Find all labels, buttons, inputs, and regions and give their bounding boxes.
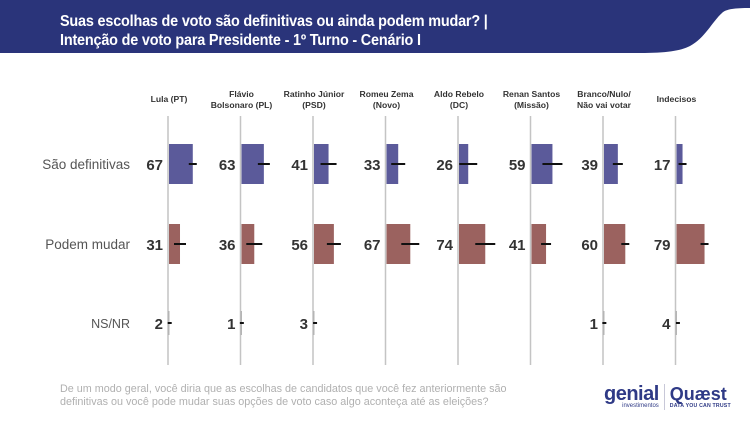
survey-question: De um modo geral, você diria que as esco… xyxy=(60,383,507,408)
data-label: 2 xyxy=(155,316,163,333)
header-band xyxy=(0,0,750,53)
logo-divider xyxy=(663,384,665,410)
column-header: Indecisos xyxy=(657,94,697,104)
column-header: (PSD) xyxy=(302,100,326,110)
column-header: Aldo Rebelo xyxy=(434,89,484,99)
column-header: Romeu Zema xyxy=(360,89,414,99)
data-label: 1 xyxy=(227,316,235,333)
column-header: Flávio xyxy=(229,89,254,99)
column-header: Não vai votar xyxy=(577,100,632,110)
data-label: 26 xyxy=(436,157,453,174)
column-header: Renan Santos xyxy=(503,89,561,99)
data-label: 60 xyxy=(581,237,598,254)
data-label: 17 xyxy=(654,157,671,174)
genial-logo: genial investimentos xyxy=(604,382,659,410)
bar xyxy=(531,144,553,184)
data-label: 41 xyxy=(509,237,526,254)
data-label: 39 xyxy=(581,157,598,174)
data-label: 59 xyxy=(509,157,526,174)
column-header: Bolsonaro (PL) xyxy=(211,100,273,110)
data-label: 74 xyxy=(436,237,453,254)
column-header: Lula (PT) xyxy=(151,94,188,104)
bar xyxy=(676,224,705,264)
column-header: (Missão) xyxy=(514,100,549,110)
data-label: 67 xyxy=(146,157,163,174)
data-label: 3 xyxy=(300,316,308,333)
genial-logo-sub: investimentos xyxy=(622,402,659,409)
data-label: 31 xyxy=(146,237,163,254)
data-label: 56 xyxy=(291,237,308,254)
row-label: NS/NR xyxy=(91,317,130,331)
row-label: São definitivas xyxy=(42,157,130,172)
data-label: 33 xyxy=(364,157,381,174)
data-label: 1 xyxy=(590,316,598,333)
data-label: 36 xyxy=(219,237,236,254)
bar xyxy=(169,144,193,184)
data-label: 4 xyxy=(662,316,671,333)
logos: genial investimentos Quæst DATA YOU CAN … xyxy=(604,382,731,412)
bar xyxy=(241,144,264,184)
data-label: 63 xyxy=(219,157,236,174)
data-label: 67 xyxy=(364,237,381,254)
row-label: Podem mudar xyxy=(45,237,130,252)
quaest-logo-text: Quæst xyxy=(669,383,727,404)
bar xyxy=(314,224,334,264)
title-line-2: Intenção de voto para Presidente - 1º Tu… xyxy=(60,32,421,49)
bar xyxy=(604,144,618,184)
column-header: (Novo) xyxy=(373,100,400,110)
title-line-1: Suas escolhas de voto são definitivas ou… xyxy=(60,13,488,30)
column-header: (DC) xyxy=(450,100,468,110)
genial-logo-text: genial xyxy=(604,382,659,405)
column-header: Branco/Nulo/ xyxy=(577,89,631,99)
bar xyxy=(531,224,547,264)
chart-title: Suas escolhas de voto são definitivas ou… xyxy=(60,12,488,50)
data-label: 79 xyxy=(654,237,671,254)
bar xyxy=(386,224,411,264)
data-label: 41 xyxy=(291,157,308,174)
quaest-logo-sub: DATA YOU CAN TRUST xyxy=(669,402,731,409)
quaest-logo: Quæst DATA YOU CAN TRUST xyxy=(670,385,731,410)
bar xyxy=(604,224,626,264)
column-header: Ratinho Júnior xyxy=(284,89,345,99)
